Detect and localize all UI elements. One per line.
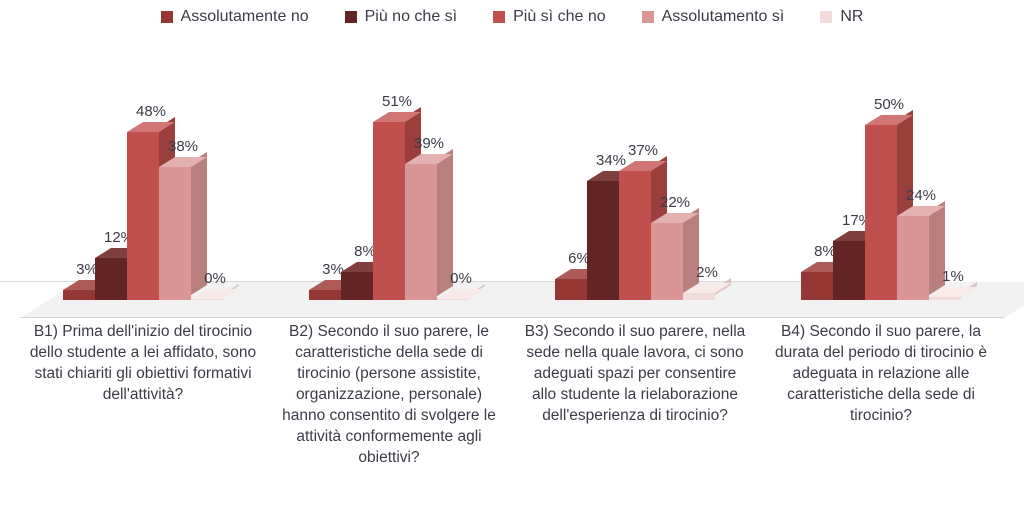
bar: 22%	[651, 80, 683, 300]
bar-row: 6%34%37%22%2%	[512, 80, 758, 300]
bar: 2%	[683, 80, 715, 300]
legend-label: Assolutamente no	[181, 8, 309, 26]
bar-top	[191, 289, 239, 299]
bar-top	[437, 289, 485, 299]
bar-front	[309, 290, 341, 301]
bar-front	[587, 181, 619, 300]
bar: 1%	[929, 80, 961, 300]
legend-item: Più sì che no	[493, 8, 606, 26]
legend-swatch	[345, 11, 357, 23]
legend-swatch	[161, 11, 173, 23]
bar-cluster: 3%8%51%39%0%	[266, 48, 512, 318]
bar-value-label: 2%	[683, 264, 731, 281]
bar: 3%	[309, 80, 341, 300]
bar-front	[619, 171, 651, 301]
bar-front	[801, 272, 833, 300]
bar-front	[897, 216, 929, 300]
bar: 38%	[159, 80, 191, 300]
bar-row: 3%8%51%39%0%	[266, 80, 512, 300]
bar: 17%	[833, 80, 865, 300]
chart-legend: Assolutamente no Più no che sì Più sì ch…	[0, 8, 1024, 26]
bar: 50%	[865, 80, 897, 300]
bar-front	[159, 167, 191, 300]
category-label: B2) Secondo il suo parere, le caratteris…	[266, 322, 512, 468]
legend-swatch	[820, 11, 832, 23]
legend-item: Più no che sì	[345, 8, 458, 26]
bar: 24%	[897, 80, 929, 300]
legend-label: Più sì che no	[513, 8, 606, 26]
legend-label: NR	[840, 8, 863, 26]
bar-front	[683, 293, 715, 300]
bar-front	[555, 279, 587, 300]
bar: 37%	[619, 80, 651, 300]
bar-front	[651, 223, 683, 300]
legend-label: Più no che sì	[365, 8, 458, 26]
bar: 34%	[587, 80, 619, 300]
category-labels: B1) Prima dell'inizio del tirocinio dell…	[20, 322, 1004, 468]
legend-swatch	[493, 11, 505, 23]
bar: 48%	[127, 80, 159, 300]
bar-front	[865, 125, 897, 300]
bar-value-label: 0%	[437, 270, 485, 287]
bar: 12%	[95, 80, 127, 300]
bar-row: 8%17%50%24%1%	[758, 80, 1004, 300]
bar-value-label: 1%	[929, 268, 977, 285]
bar-front	[341, 272, 373, 300]
bar: 8%	[341, 80, 373, 300]
legend-item: NR	[820, 8, 863, 26]
bar-cluster: 8%17%50%24%1%	[758, 48, 1004, 318]
bar-cluster: 3%12%48%38%0%	[20, 48, 266, 318]
bar: 0%	[437, 80, 469, 300]
bar: 51%	[373, 80, 405, 300]
category-label: B4) Secondo il suo parere, la durata del…	[758, 322, 1004, 468]
bar: 39%	[405, 80, 437, 300]
bar-cluster: 6%34%37%22%2%	[512, 48, 758, 318]
bar-front	[63, 290, 95, 301]
bar-value-label: 0%	[191, 270, 239, 287]
bar-front	[95, 258, 127, 300]
bar: 0%	[191, 80, 223, 300]
category-label: B3) Secondo il suo parere, nella sede ne…	[512, 322, 758, 468]
legend-label: Assolutamento sì	[662, 8, 785, 26]
bar: 3%	[63, 80, 95, 300]
legend-swatch	[642, 11, 654, 23]
bar-top	[929, 287, 977, 297]
bar: 8%	[801, 80, 833, 300]
legend-item: Assolutamente no	[161, 8, 309, 26]
legend-item: Assolutamento sì	[642, 8, 785, 26]
bar-front	[373, 122, 405, 301]
category-label: B1) Prima dell'inizio del tirocinio dell…	[20, 322, 266, 468]
bar-row: 3%12%48%38%0%	[20, 80, 266, 300]
bar-front	[405, 164, 437, 301]
bar-front	[127, 132, 159, 300]
bar-front	[833, 241, 865, 301]
bar: 6%	[555, 80, 587, 300]
bar-chart-3d: 3%12%48%38%0%3%8%51%39%0%6%34%37%22%2%8%…	[20, 48, 1004, 318]
bar-front	[929, 297, 961, 301]
